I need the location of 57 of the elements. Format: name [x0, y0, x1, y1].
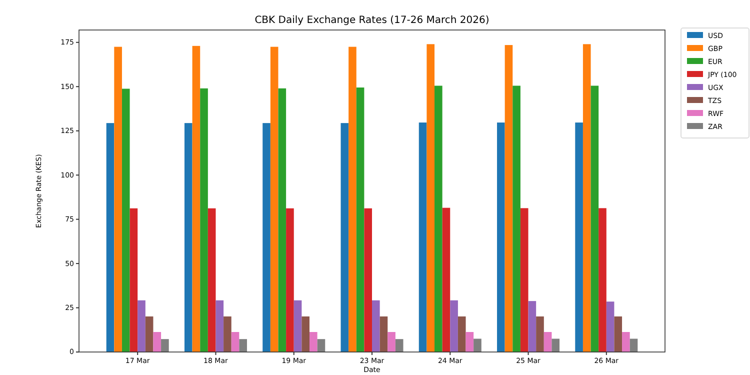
bar: [122, 88, 130, 352]
bar: [200, 88, 208, 352]
bar: [614, 316, 622, 352]
bar: [262, 123, 270, 352]
bar: [520, 208, 528, 352]
bar: [622, 332, 630, 352]
bar: [497, 122, 505, 352]
bar: [552, 338, 560, 352]
chart-title: CBK Daily Exchange Rates (17-26 March 2026): [254, 15, 490, 26]
bar: [426, 44, 435, 352]
bar: [106, 123, 114, 352]
bar: [474, 338, 482, 352]
bar: [161, 339, 169, 352]
bar: [270, 46, 278, 352]
bar: [442, 208, 450, 352]
bar: [356, 88, 364, 352]
bar: [630, 338, 638, 352]
bar: [458, 316, 466, 352]
bar: [450, 300, 458, 352]
bar: [575, 122, 583, 352]
bar: [153, 332, 162, 352]
bar: [138, 300, 146, 352]
bar: [590, 86, 599, 352]
bar: [145, 316, 154, 352]
bar: [286, 208, 294, 352]
bar: [395, 339, 404, 352]
bar: [309, 332, 318, 352]
bar: [224, 316, 232, 352]
bar: [418, 122, 427, 352]
bar: [606, 302, 614, 352]
bar: [114, 46, 122, 352]
bar: [380, 316, 388, 352]
bar: [348, 46, 356, 352]
bar: [466, 332, 474, 352]
bar: [231, 332, 240, 352]
bar: [302, 316, 310, 352]
bar: [372, 300, 380, 352]
bar: [528, 301, 536, 352]
bar: [388, 332, 396, 352]
bar: [364, 208, 372, 352]
bar: [598, 208, 606, 352]
bar: [504, 45, 513, 352]
bar: [278, 88, 286, 352]
bar: [294, 300, 302, 352]
bar: [434, 86, 442, 352]
bar: [208, 208, 216, 352]
bar: [192, 46, 200, 352]
bar: [317, 339, 326, 352]
bar: [216, 300, 224, 352]
bar: [130, 208, 138, 352]
bar: [536, 316, 544, 352]
bar: [184, 123, 192, 352]
bar: [239, 339, 247, 352]
bar: [582, 44, 591, 352]
bar: [340, 123, 349, 352]
bar: [512, 86, 520, 352]
bar: [544, 332, 552, 352]
